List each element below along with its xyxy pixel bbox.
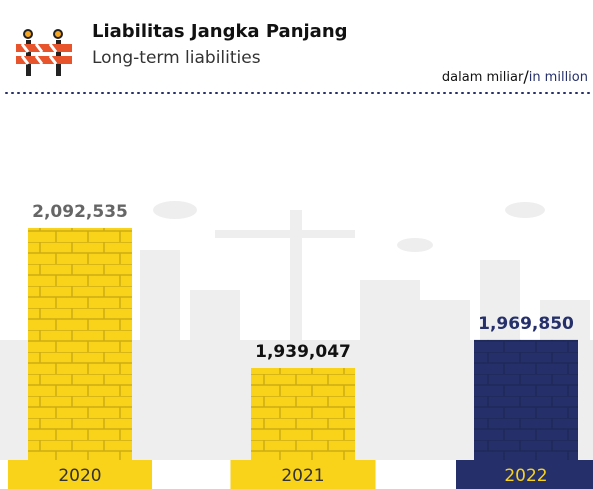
unit-english: in million (529, 70, 588, 85)
year-band (230, 460, 376, 489)
value-label: 1,939,047 (255, 342, 351, 362)
unit-separator: / (523, 67, 529, 86)
brick-texture (474, 339, 578, 460)
x-tick-label: 2021 (281, 466, 324, 486)
chart-title: Liabilitas Jangka Panjang (92, 21, 348, 42)
year-band (456, 460, 593, 489)
unit-local: dalam miliar (442, 70, 524, 85)
x-tick-label: 2020 (58, 466, 101, 486)
barrier-icon (16, 29, 72, 76)
chart-subtitle: Long-term liabilities (92, 48, 261, 68)
year-band (8, 460, 152, 489)
x-tick-label: 2022 (504, 466, 547, 486)
brick-texture (28, 228, 132, 460)
value-label: 1,969,850 (478, 314, 574, 334)
brick-texture (251, 368, 355, 460)
value-label: 2,092,535 (32, 202, 128, 222)
unit-note: dalam miliar/in million (442, 67, 588, 86)
